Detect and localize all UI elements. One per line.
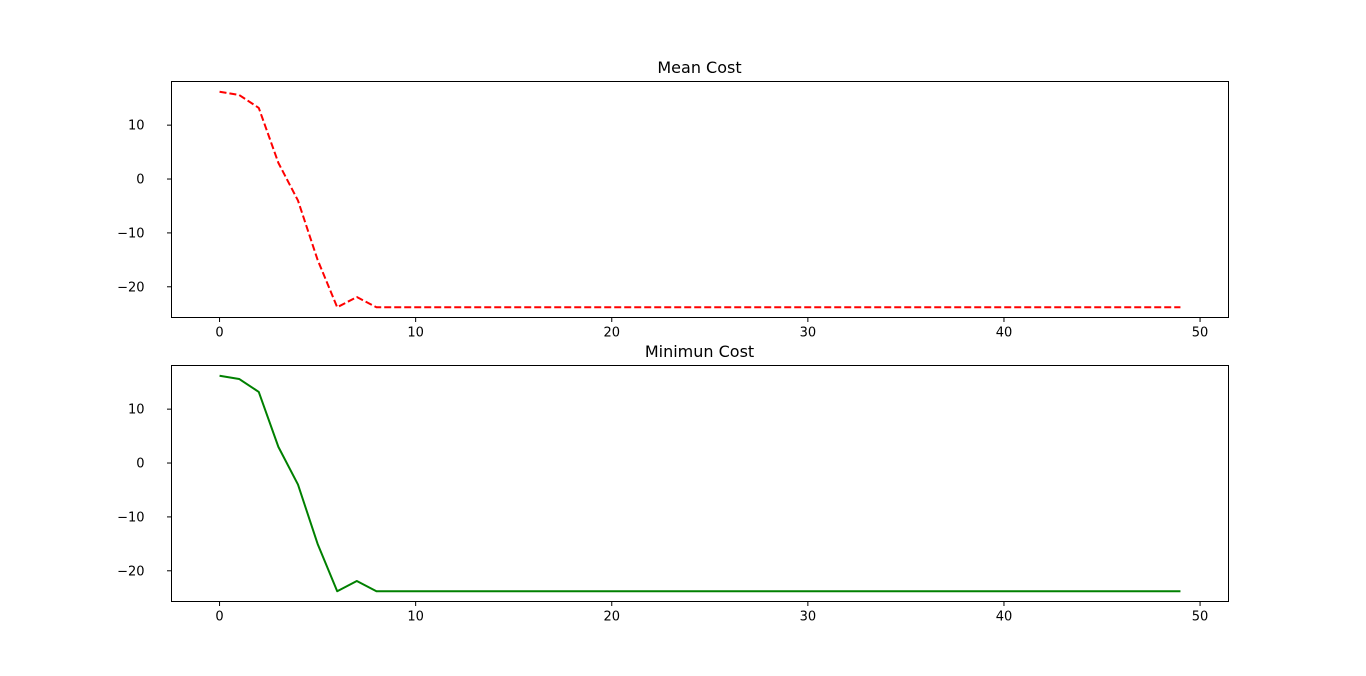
minimum-cost-subplot: Minimun Cost 0 10 20 30 40 50 −20 −10 0 10 xyxy=(117,342,1229,625)
minimum-cost-axes-frame xyxy=(171,365,1229,602)
minimum-cost-y-tick-label: −10 xyxy=(117,510,144,525)
minimum-cost-y-tick-label: 10 xyxy=(128,403,145,418)
mean-cost-x-tick-label: 10 xyxy=(407,326,424,341)
minimum-cost-x-tick-label: 10 xyxy=(407,610,424,625)
mean-cost-y-tick-label: 0 xyxy=(136,173,144,188)
minimum-cost-y-tick-label: 0 xyxy=(136,457,144,472)
minimum-cost-x-tick-label: 30 xyxy=(800,610,817,625)
minimum-cost-y-tick-label: −20 xyxy=(117,564,144,579)
mean-cost-y-tick-label: −10 xyxy=(117,226,144,241)
mean-cost-subplot: Mean Cost 0 10 20 30 40 50 −20 −10 0 10 xyxy=(117,58,1229,341)
mean-cost-title: Mean Cost xyxy=(657,58,741,77)
minimum-cost-x-tick-label: 0 xyxy=(215,610,223,625)
mean-cost-y-tick-label: 10 xyxy=(128,119,145,134)
minimum-cost-x-tick-label: 20 xyxy=(603,610,620,625)
minimum-cost-x-tick-label: 50 xyxy=(1192,610,1209,625)
mean-cost-y-tick-label: −20 xyxy=(117,280,144,295)
mean-cost-ticks: 0 10 20 30 40 50 −20 −10 0 10 xyxy=(117,119,1208,341)
minimum-cost-series-line xyxy=(219,374,1181,593)
mean-cost-x-tick-label: 30 xyxy=(800,326,817,341)
mean-cost-series xyxy=(219,90,1181,309)
mean-cost-x-tick-label: 50 xyxy=(1192,326,1209,341)
minimum-cost-title: Minimun Cost xyxy=(645,342,754,361)
mean-cost-x-tick-label: 0 xyxy=(215,326,223,341)
minimum-cost-x-tick-label: 40 xyxy=(996,610,1013,625)
minimum-cost-ticks: 0 10 20 30 40 50 −20 −10 0 10 xyxy=(117,403,1208,625)
mean-cost-x-tick-label: 40 xyxy=(996,326,1013,341)
minimum-cost-series xyxy=(219,374,1181,593)
mean-cost-axes-frame xyxy=(171,81,1229,318)
mean-cost-x-tick-label: 20 xyxy=(603,326,620,341)
mean-cost-series-line xyxy=(219,90,1181,309)
